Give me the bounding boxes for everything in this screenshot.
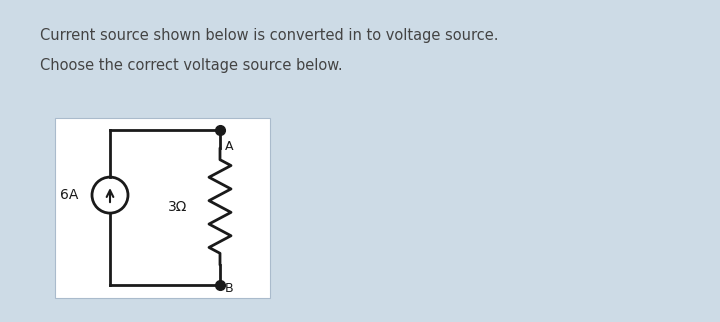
Text: A: A <box>225 140 233 153</box>
Text: Current source shown below is converted in to voltage source.: Current source shown below is converted … <box>40 28 498 43</box>
Text: 3Ω: 3Ω <box>168 200 187 213</box>
Text: 6A: 6A <box>60 188 78 202</box>
Bar <box>55 118 270 298</box>
Text: Choose the correct voltage source below.: Choose the correct voltage source below. <box>40 58 343 73</box>
Text: B: B <box>225 282 233 295</box>
